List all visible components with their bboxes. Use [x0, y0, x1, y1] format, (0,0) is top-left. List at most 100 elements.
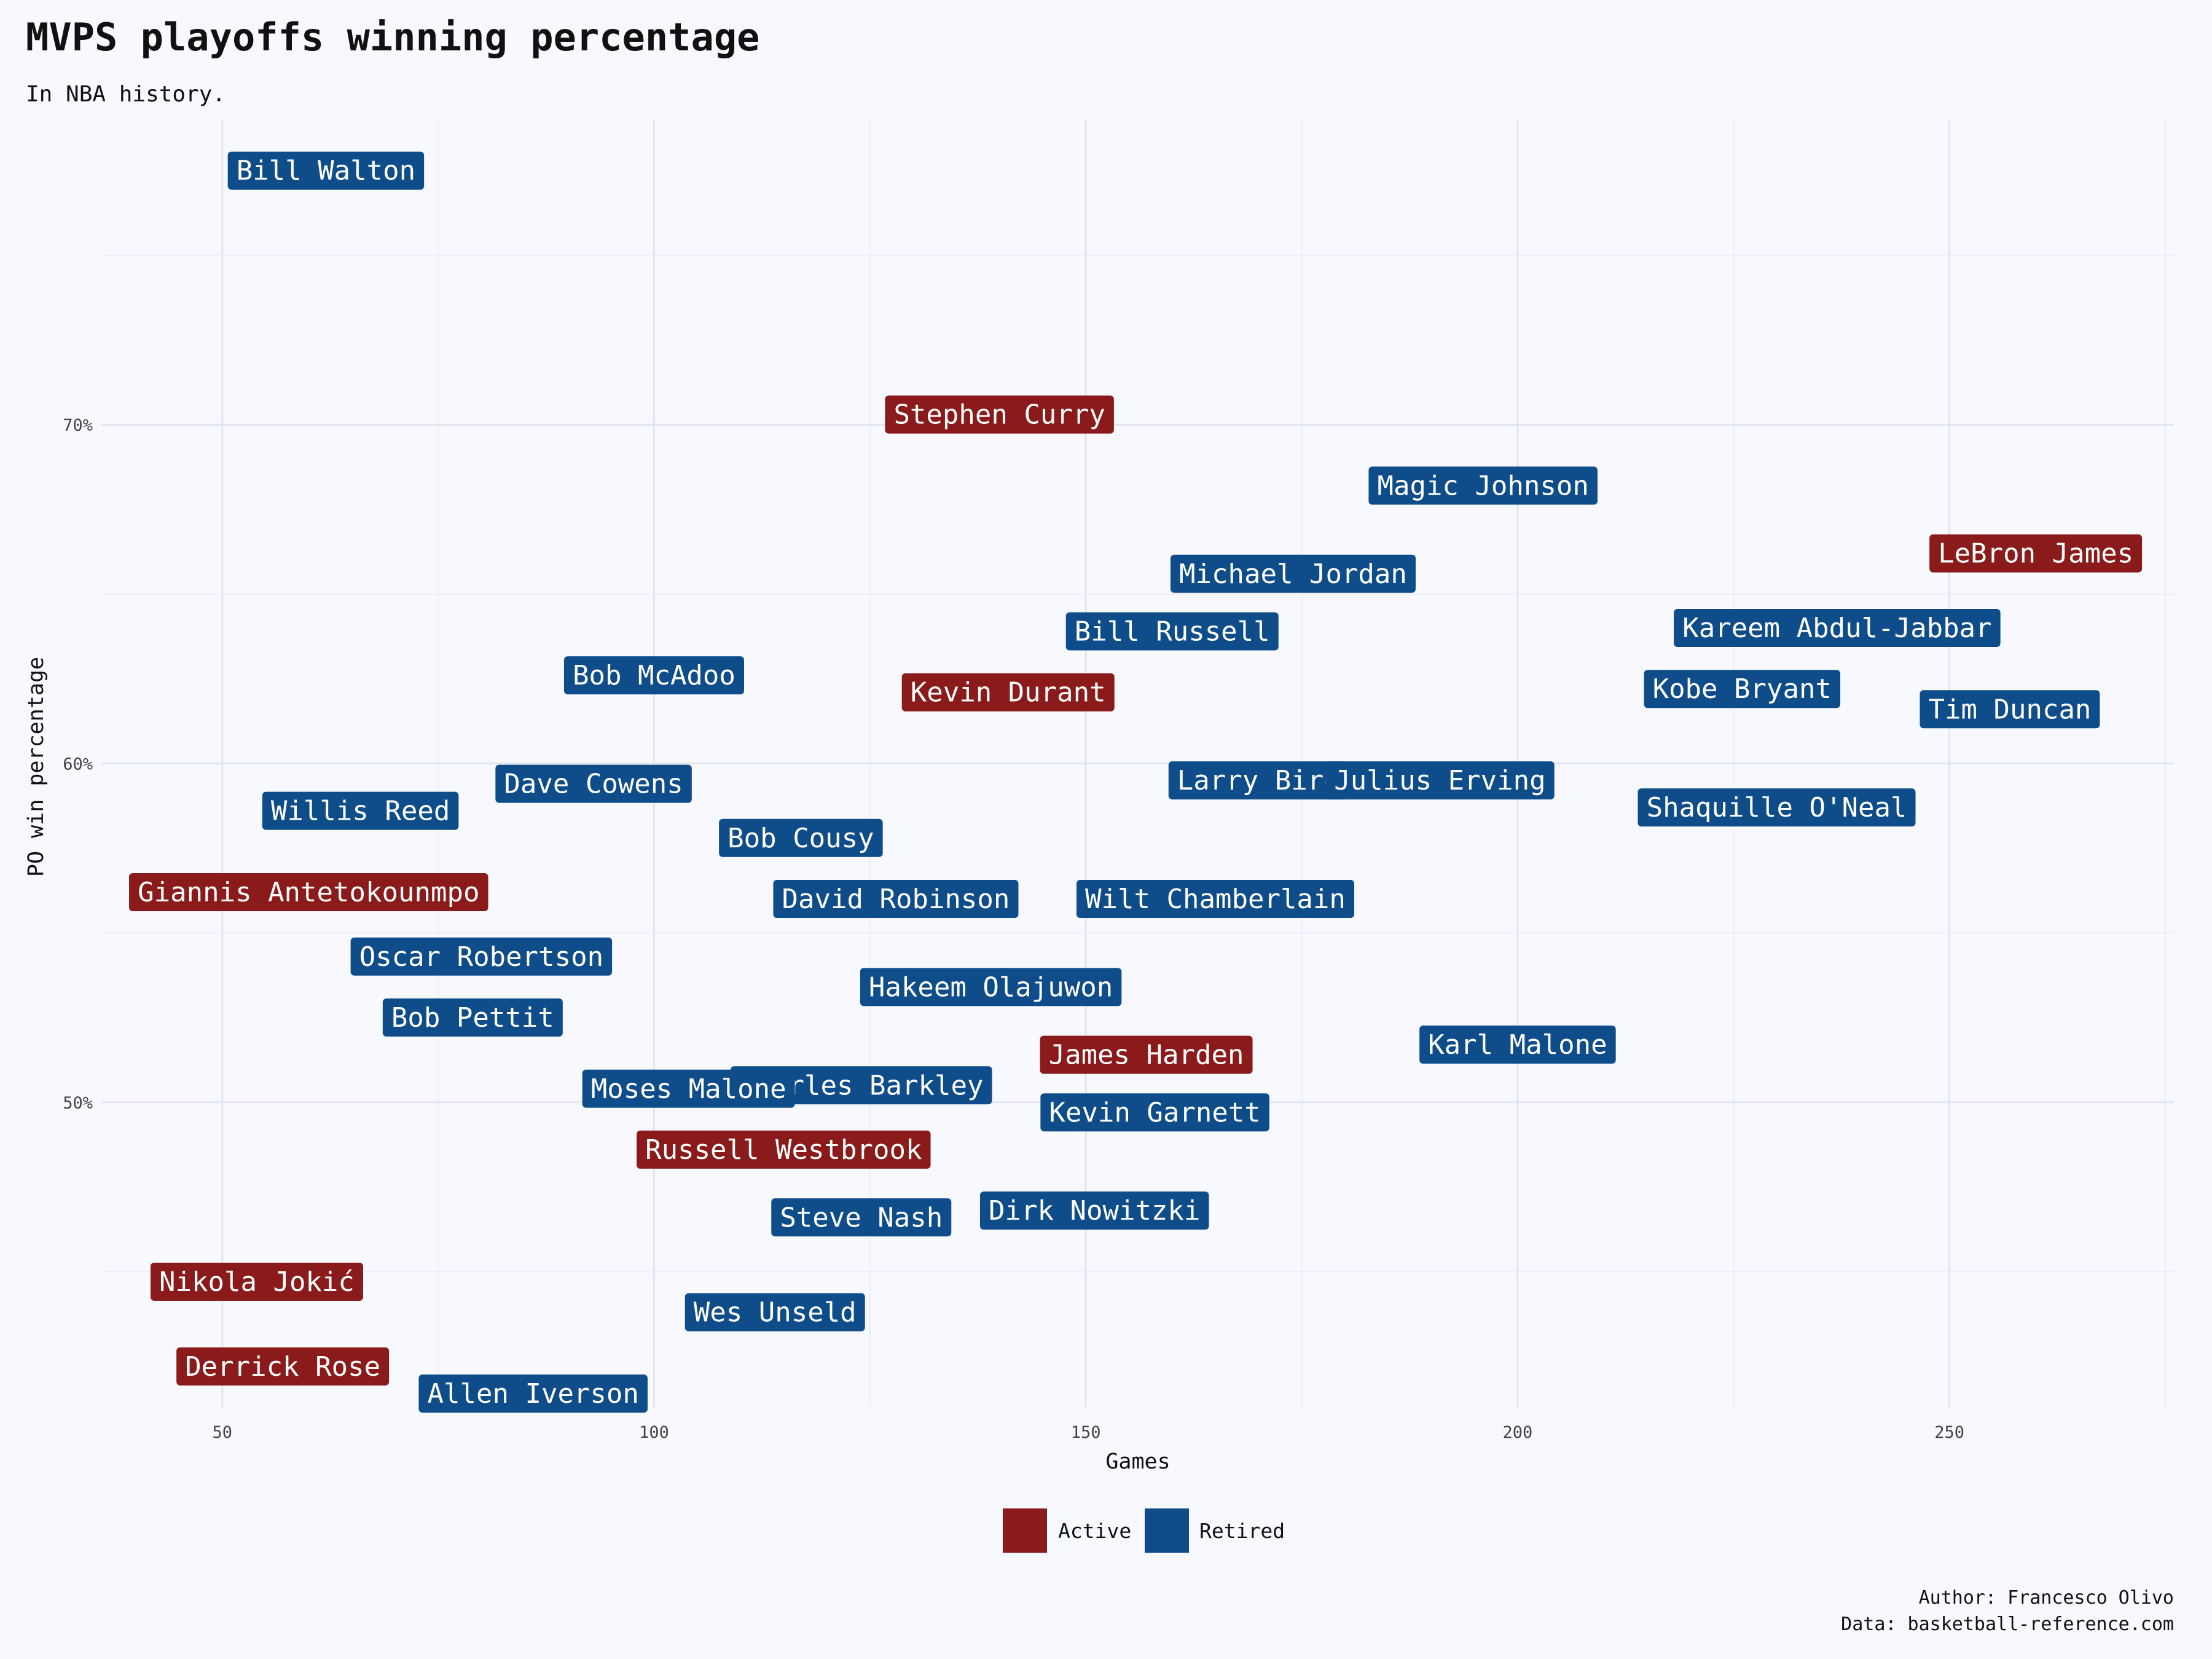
label-box: [495, 764, 692, 803]
label-text: Dave Cowens: [504, 769, 683, 800]
point-label: Bill Russell: [1065, 612, 1279, 651]
point-label: LeBron James: [1929, 534, 2143, 573]
legend-label-active: Active: [1058, 1519, 1131, 1543]
chart-subtitle: In NBA history.: [26, 82, 226, 107]
label-text: Kevin Durant: [911, 677, 1106, 708]
label-box: [1368, 466, 1598, 505]
point-label: Michael Jordan: [1170, 554, 1416, 593]
point-label: Hakeem Olajuwon: [860, 968, 1122, 1006]
label-text: Moses Malone: [591, 1073, 786, 1105]
label-text: Larry Bird: [1177, 765, 1340, 796]
label-box: [1040, 1093, 1269, 1132]
label-box: [1929, 534, 2143, 573]
label-box: [176, 1347, 390, 1386]
label-box: [1637, 788, 1916, 827]
point-label: Shaquille O'Neal: [1637, 788, 1916, 827]
label-text: Allen Iverson: [428, 1378, 639, 1410]
point-label: Larry Bird: [1168, 761, 1349, 800]
caption-source: Data: basketball-reference.com: [1841, 1614, 2174, 1635]
legend-swatch-active: [1003, 1508, 1047, 1553]
label-box: [979, 1191, 1209, 1230]
label-text: Magic Johnson: [1377, 470, 1588, 501]
label-box: [773, 880, 1019, 919]
label-box: [860, 968, 1122, 1006]
point-label: Kevin Durant: [901, 673, 1115, 712]
y-tick-label: 60%: [63, 755, 93, 774]
x-axis-label: Games: [1105, 1449, 1170, 1474]
label-box: [901, 673, 1115, 712]
point-label: Magic Johnson: [1368, 466, 1598, 505]
point-label: Kobe Bryant: [1644, 670, 1841, 708]
point-label: James Harden: [1040, 1035, 1253, 1074]
label-box: [563, 656, 744, 695]
x-tick-label: 100: [639, 1423, 669, 1442]
label-text: Giannis Antetokounmpo: [138, 877, 479, 908]
label-box: [771, 1198, 952, 1237]
point-label: Willis Reed: [262, 791, 459, 830]
label-box: [1419, 1026, 1616, 1064]
label-box: [1076, 880, 1354, 919]
label-box: [129, 873, 488, 911]
label-box: [885, 395, 1114, 434]
point-label: Derrick Rose: [176, 1347, 390, 1386]
point-label: Stephen Curry: [885, 395, 1114, 434]
label-text: Kobe Bryant: [1653, 673, 1832, 705]
point-label: Moses Malone: [582, 1069, 795, 1108]
point-label: Karl Malone: [1419, 1026, 1616, 1064]
label-box: [1674, 608, 2001, 647]
data-labels: Bill Walton Stephen Curry Magic Johnson LeB…: [129, 151, 2143, 1413]
legend-swatch-retired: [1145, 1508, 1189, 1553]
point-label: Bob Pettit: [382, 998, 563, 1037]
point-label: Wes Unseld: [684, 1293, 865, 1332]
grid-lines: [101, 120, 2174, 1407]
label-text: Hakeem Olajuwon: [869, 971, 1113, 1003]
point-label: Steve Nash: [771, 1198, 952, 1237]
label-text: Oscar Robertson: [359, 941, 603, 973]
axis-tick-labels: 50 100 150 200 250 50% 60% 70%: [63, 416, 1964, 1442]
label-box: [382, 998, 563, 1037]
label-text: Stephen Curry: [893, 399, 1105, 431]
point-label: Bill Walton: [227, 151, 425, 190]
label-text: Michael Jordan: [1179, 559, 1407, 590]
x-tick-label: 150: [1071, 1423, 1101, 1442]
point-label: Oscar Robertson: [350, 937, 613, 976]
point-label: Kevin Garnett: [1040, 1093, 1269, 1132]
point-label: Russell Westbrook: [637, 1131, 931, 1169]
label-text: James Harden: [1049, 1040, 1244, 1071]
point-label: Julius Erving: [1325, 761, 1555, 800]
label-text: Shaquille O'Neal: [1647, 792, 1907, 823]
point-label: Dave Cowens: [495, 764, 692, 803]
label-text: Julius Erving: [1334, 765, 1545, 796]
label-text: Willis Reed: [271, 796, 450, 827]
label-box: [227, 151, 425, 190]
label-text: Bob McAdoo: [573, 660, 735, 691]
y-tick-label: 50%: [63, 1094, 93, 1113]
point-label: Kareem Abdul-Jabbar: [1674, 608, 2001, 647]
point-label: Wilt Chamberlain: [1076, 880, 1354, 919]
label-text: Steve Nash: [780, 1202, 943, 1233]
label-box: [262, 791, 459, 830]
legend-label-retired: Retired: [1199, 1519, 1285, 1543]
label-box: [350, 937, 613, 976]
label-box: [150, 1263, 363, 1301]
label-box: [1040, 1035, 1253, 1074]
chart-title: MVPS playoffs winning percentage: [26, 15, 759, 60]
label-box: [582, 1069, 795, 1108]
label-text: Nikola Jokić: [159, 1266, 355, 1298]
label-box: [1065, 612, 1279, 651]
label-text: David Robinson: [782, 884, 1010, 915]
label-text: Kareem Abdul-Jabbar: [1682, 613, 1991, 644]
label-box: [1168, 761, 1349, 800]
label-text: Wes Unseld: [694, 1297, 857, 1328]
label-text: Bill Walton: [237, 155, 415, 187]
point-label: Bob Cousy: [719, 818, 883, 857]
x-tick-label: 200: [1502, 1423, 1532, 1442]
label-box: [1170, 554, 1416, 593]
label-text: Tim Duncan: [1929, 694, 2092, 725]
point-label: Tim Duncan: [1920, 690, 2100, 729]
label-text: Russell Westbrook: [645, 1134, 922, 1166]
caption-author: Author: Francesco Olivo: [1919, 1587, 2174, 1609]
label-text: LeBron James: [1938, 538, 2133, 570]
point-label: Nikola Jokić: [150, 1263, 363, 1301]
